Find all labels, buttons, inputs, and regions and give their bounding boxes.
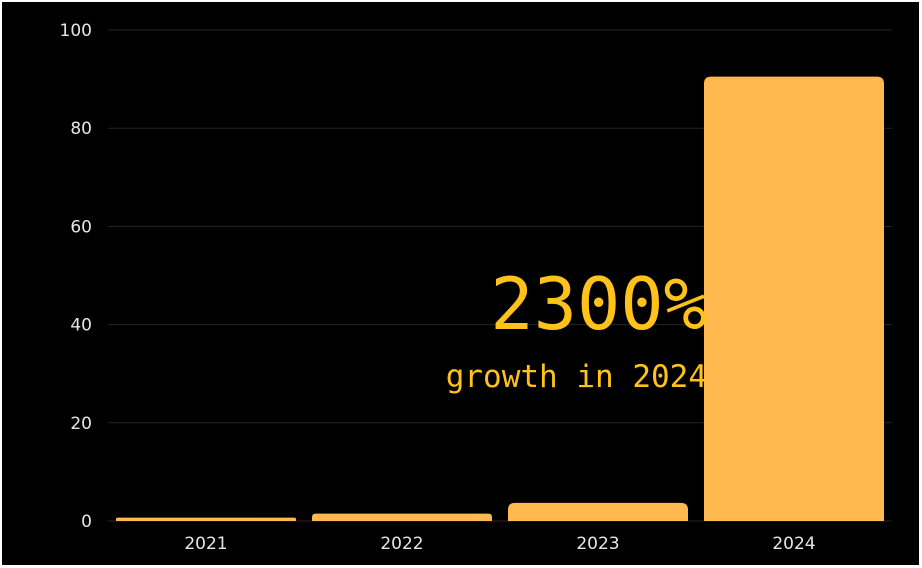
x-axis-ticks: 2021 2022 2023 2024 [184, 534, 815, 554]
y-axis-ticks: 0 20 40 60 80 100 [60, 21, 92, 532]
y-tick-label: 80 [70, 119, 92, 139]
bar-2023 [508, 502, 688, 521]
growth-headline: 2300% [490, 262, 707, 346]
y-tick-label: 60 [70, 217, 92, 237]
x-tick-label: 2024 [772, 534, 815, 554]
y-tick-label: 40 [70, 316, 92, 336]
y-tick-label: 0 [81, 512, 92, 532]
x-tick-label: 2022 [380, 534, 423, 554]
growth-subline: growth in 2024 [446, 359, 707, 395]
x-tick-label: 2021 [184, 534, 227, 554]
y-tick-label: 20 [70, 414, 92, 434]
bar-2024 [704, 76, 884, 522]
bar-2021 [116, 517, 296, 521]
bar-2022 [312, 513, 492, 521]
x-tick-label: 2023 [576, 534, 619, 554]
bars [116, 76, 884, 522]
y-tick-label: 100 [60, 21, 92, 41]
